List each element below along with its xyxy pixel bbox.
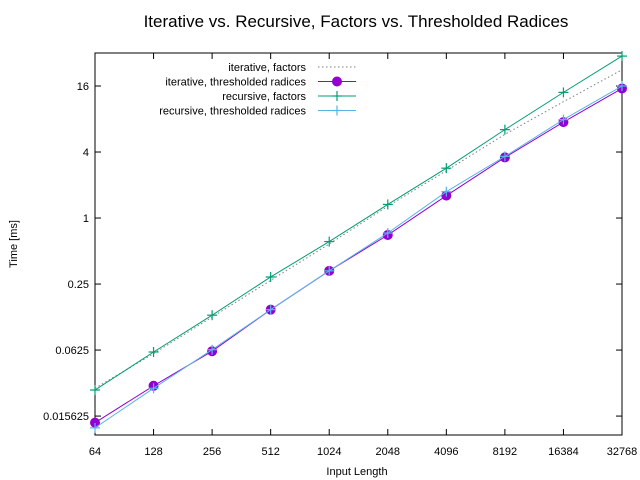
legend-label: iterative, thresholded radices — [165, 77, 306, 89]
series-line — [94, 88, 623, 424]
x-tick-label: 64 — [89, 446, 101, 458]
y-tick-label: 4 — [83, 147, 89, 159]
x-axis-label: Input Length — [326, 466, 387, 478]
y-axis-label: Time [ms] — [8, 220, 20, 268]
series-layer — [90, 51, 627, 433]
series-0 — [94, 69, 623, 389]
x-tick-label: 2048 — [376, 446, 400, 458]
legend-label: recursive, thresholded radices — [159, 106, 306, 118]
data-point — [558, 87, 569, 98]
data-point — [617, 81, 627, 92]
axis-ticks: 64 128 256 512 1024 2048 4096 8192 16384 32768 0.0… — [43, 53, 637, 458]
x-tick-label: 4096 — [434, 446, 458, 458]
data-point — [90, 385, 100, 396]
x-tick-label: 8192 — [493, 446, 517, 458]
legend-label: recursive, factors — [222, 91, 306, 103]
data-point — [558, 114, 569, 125]
data-point — [265, 271, 276, 282]
legend-marker — [332, 76, 342, 87]
legend-marker — [332, 91, 342, 101]
x-tick-label: 1024 — [317, 446, 341, 458]
legend-label: iterative, factors — [228, 62, 306, 74]
series-1 — [90, 83, 627, 428]
x-tick-label: 512 — [261, 446, 279, 458]
plot-frame — [94, 52, 623, 436]
data-point — [617, 51, 627, 62]
series-line — [94, 69, 623, 389]
data-point — [148, 383, 159, 394]
legend: iterative, factors iterative, thresholded… — [159, 62, 356, 118]
data-point — [90, 422, 100, 433]
data-point — [499, 151, 510, 162]
chart-title: Iterative vs. Recursive, Factors vs. Thr… — [144, 12, 569, 31]
data-point — [441, 186, 452, 197]
data-point — [499, 124, 510, 135]
series-line — [94, 55, 623, 391]
y-tick-label: 0.25 — [68, 279, 89, 291]
data-point — [382, 228, 393, 239]
series-2 — [90, 51, 627, 396]
legend-marker — [332, 105, 342, 116]
data-point — [148, 347, 159, 358]
data-point — [265, 304, 276, 315]
x-tick-label: 128 — [144, 446, 162, 458]
y-tick-label: 1 — [83, 213, 89, 225]
x-tick-label: 256 — [203, 446, 221, 458]
data-point — [324, 265, 335, 276]
y-tick-label: 0.0625 — [55, 345, 89, 357]
data-point — [207, 310, 218, 321]
x-tick-label: 32768 — [607, 446, 638, 458]
x-tick-label: 16384 — [548, 446, 579, 458]
series-line — [94, 85, 623, 429]
data-point — [324, 236, 335, 247]
y-tick-label: 16 — [77, 81, 89, 93]
data-point — [441, 163, 452, 174]
series-3 — [90, 81, 627, 433]
data-point — [207, 344, 218, 355]
y-tick-label: 0.015625 — [43, 411, 89, 423]
data-point — [382, 199, 393, 210]
